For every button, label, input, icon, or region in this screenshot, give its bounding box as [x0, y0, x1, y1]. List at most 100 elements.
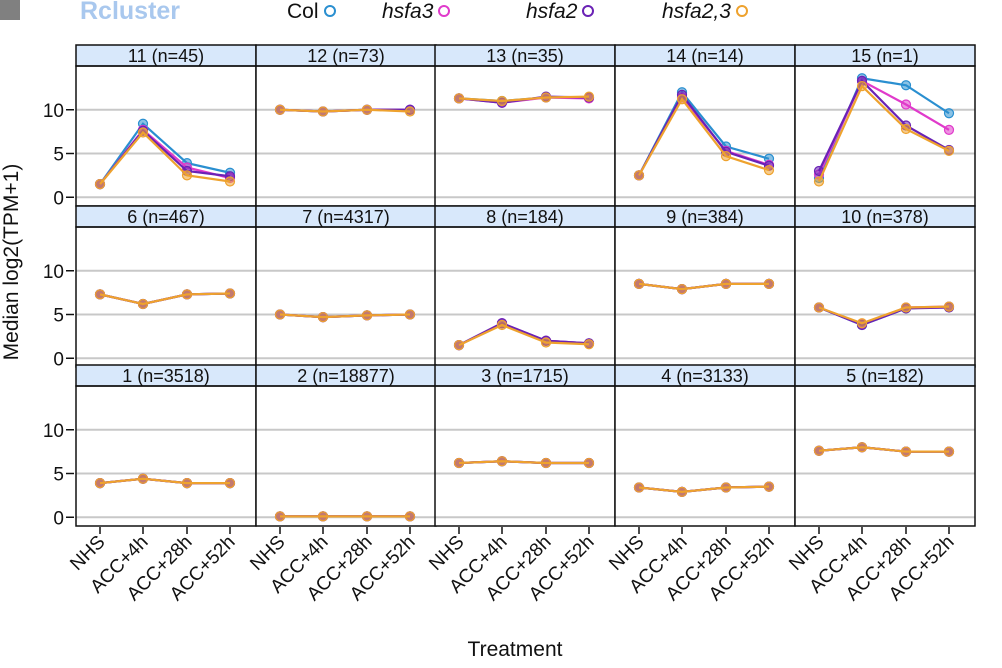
panel-5-plot-area: [795, 66, 975, 206]
panel-1-strip-label: 11 (n=45): [128, 46, 204, 66]
panel-7-strip-label: 7 (n=4317): [302, 207, 390, 227]
panel-14-strip-label: 4 (n=3133): [661, 366, 749, 386]
panel-9-point-hsfa2-3-nhs: [633, 278, 645, 289]
panel-6-strip-label: 6 (n=467): [127, 207, 205, 227]
x-axis-label: Treatment: [467, 638, 563, 661]
panel-8-line-hsfa2-3: [458, 323, 590, 347]
panel-8-strip-label: 8 (n=184): [486, 207, 564, 227]
panel-3-plot-area: [435, 66, 615, 206]
panel-9-plot-area: [615, 227, 795, 367]
panel-2-point-hsfa2-3-acc-28h: [361, 104, 373, 115]
panel-7-line-hsfa2-3: [279, 313, 411, 319]
panel-11-point-hsfa2-3-acc-52h: [224, 478, 236, 489]
panel-3-strip-label: 13 (n=35): [486, 46, 564, 66]
panel-5-strip-label: 15 (n=1): [851, 46, 919, 66]
panel-1-line-col: [99, 122, 231, 185]
panel-13-line-hsfa2-3: [458, 460, 589, 465]
panel-11-point-hsfa2-3-acc-28h: [181, 478, 193, 489]
panel-13-point-hsfa2-3-acc-52h: [583, 457, 595, 469]
panel-4-point-hsfa2-3-acc-4h: [676, 94, 688, 105]
panel-2-strip-label: 12 (n=73): [307, 46, 385, 66]
panel-1-line-hsfa2-3: [99, 130, 231, 185]
panel-9-point-hsfa2-3-acc-28h: [720, 278, 732, 289]
panel-5-point-hsfa2-3-acc-52h: [943, 145, 955, 156]
panel-12-strip-label: 2 (n=18877): [297, 366, 395, 386]
panel-15-point-hsfa2-3-acc-52h: [943, 446, 955, 457]
panel-15-border: [794, 385, 976, 527]
legend-title: Rcluster: [80, 0, 181, 25]
panel-10-plot-area: [795, 227, 975, 367]
panel-5-point-hsfa2-3-nhs: [813, 176, 825, 187]
panel-6-line-hsfa2-3: [99, 292, 231, 306]
panel-15-plot-area: [795, 386, 975, 526]
panel-2-plot-area: [256, 66, 436, 206]
panel-3-point-hsfa2-3-nhs: [453, 93, 465, 104]
panel-2-point-hsfa2-3-nhs: [274, 104, 286, 115]
panel-10-line-hsfa2-3: [818, 305, 950, 325]
legend-marker-hsfa23: [735, 5, 748, 17]
panel-10-point-hsfa2-3-acc-4h: [856, 318, 868, 329]
corner-marker: [0, 0, 20, 20]
legend-item-col: Col: [287, 0, 336, 24]
panel-15-line-hsfa2-3: [818, 446, 949, 453]
panel-14-point-hsfa2-3-nhs: [633, 482, 645, 493]
panel-13-strip-label: 3 (n=1715): [481, 366, 569, 386]
panel-7-point-hsfa2-3-acc-28h: [361, 310, 373, 321]
panel-1-point-hsfa2-3-acc-4h: [137, 127, 149, 138]
panel-9-point-hsfa2-3-acc-4h: [676, 284, 688, 295]
panel-14-point-hsfa2-3-acc-52h: [763, 481, 775, 492]
row1-ytick-label-5: 5: [53, 145, 64, 166]
panel-10-point-hsfa2-3-nhs: [813, 302, 825, 313]
panel-10-point-hsfa2-3-acc-28h: [900, 302, 912, 313]
panel-13-point-hsfa2-3-acc-28h: [540, 457, 552, 469]
panel-14-plot-area: [615, 386, 795, 526]
panel-5-line-hsfa2-3: [817, 84, 950, 182]
row3-ytick-label-10: 10: [43, 421, 64, 442]
panel-4-point-hsfa2-3-acc-28h: [720, 151, 732, 162]
panel-3-point-hsfa2-3-acc-52h: [583, 91, 595, 102]
panel-5-point-col-acc-52h: [943, 108, 955, 119]
panel-5-point-hsfa3-acc-28h: [900, 99, 912, 110]
row3-ytick-label-0: 0: [53, 508, 64, 529]
panel-15-point-hsfa2-3-acc-28h: [900, 446, 912, 457]
panel-6-point-hsfa2-3-acc-52h: [224, 288, 236, 299]
panel-3-line-hsfa2-3: [458, 95, 590, 103]
panel-4-strip-label: 14 (n=14): [666, 46, 744, 66]
panel-1-point-hsfa2-3-nhs: [94, 179, 106, 190]
legend-item-hsfa3: hsfa3: [382, 0, 451, 24]
panel-5-point-hsfa2-3-acc-28h: [900, 123, 912, 135]
row1-ytick-label-0: 0: [53, 188, 64, 209]
panel-14-line-hsfa2-3: [638, 485, 770, 493]
legend-label-hsfa2: hsfa2: [526, 0, 578, 23]
panel-4-plot-area: [615, 66, 795, 206]
panel-14-point-hsfa2-3-acc-28h: [720, 482, 732, 493]
panel-6-point-hsfa2-3-nhs: [94, 289, 106, 300]
panel-12-point-hsfa2-3-acc-52h: [404, 511, 416, 522]
row3-ytick-label-5: 5: [53, 465, 64, 486]
legend-item-hsfa23: hsfa2,3: [662, 0, 748, 24]
panel-8-point-hsfa2-3-acc-28h: [540, 337, 552, 348]
panel-9-strip-label: 9 (n=384): [666, 207, 744, 227]
panel-3-point-hsfa2-3-acc-28h: [540, 92, 552, 103]
panel-11-point-hsfa2-3-acc-4h: [137, 473, 149, 484]
panel-12-plot-area: [256, 386, 436, 526]
row2-ytick-label-10: 10: [43, 262, 64, 283]
panel-7-point-hsfa2-3-nhs: [274, 309, 286, 320]
panel-5-point-col-acc-28h: [900, 80, 912, 91]
panel-6-point-hsfa2-3-acc-28h: [181, 289, 193, 300]
panel-4-line-hsfa2-3: [638, 97, 770, 176]
panel-15-strip-label: 5 (n=182): [846, 366, 924, 386]
panel-8-point-hsfa2-3-acc-4h: [496, 319, 508, 331]
panel-12-point-hsfa2-3-acc-28h: [361, 511, 373, 522]
legend-item-hsfa2: hsfa2: [526, 0, 595, 24]
legend-label-hsfa23: hsfa2,3: [662, 0, 731, 23]
panel-12-point-hsfa2-3-nhs: [274, 511, 286, 522]
panel-13-plot-area: [435, 386, 615, 526]
row2-ytick-label-5: 5: [53, 306, 64, 327]
row2-ytick-label-0: 0: [53, 349, 64, 370]
panel-1-point-hsfa2-3-acc-28h: [181, 170, 193, 181]
panel-4-point-hsfa2-3-acc-52h: [763, 165, 775, 176]
panel-4-point-hsfa2-3-nhs: [633, 170, 645, 181]
panel-15-point-hsfa2-3-acc-4h: [856, 442, 868, 453]
panel-13-point-hsfa2-3-nhs: [453, 457, 465, 469]
